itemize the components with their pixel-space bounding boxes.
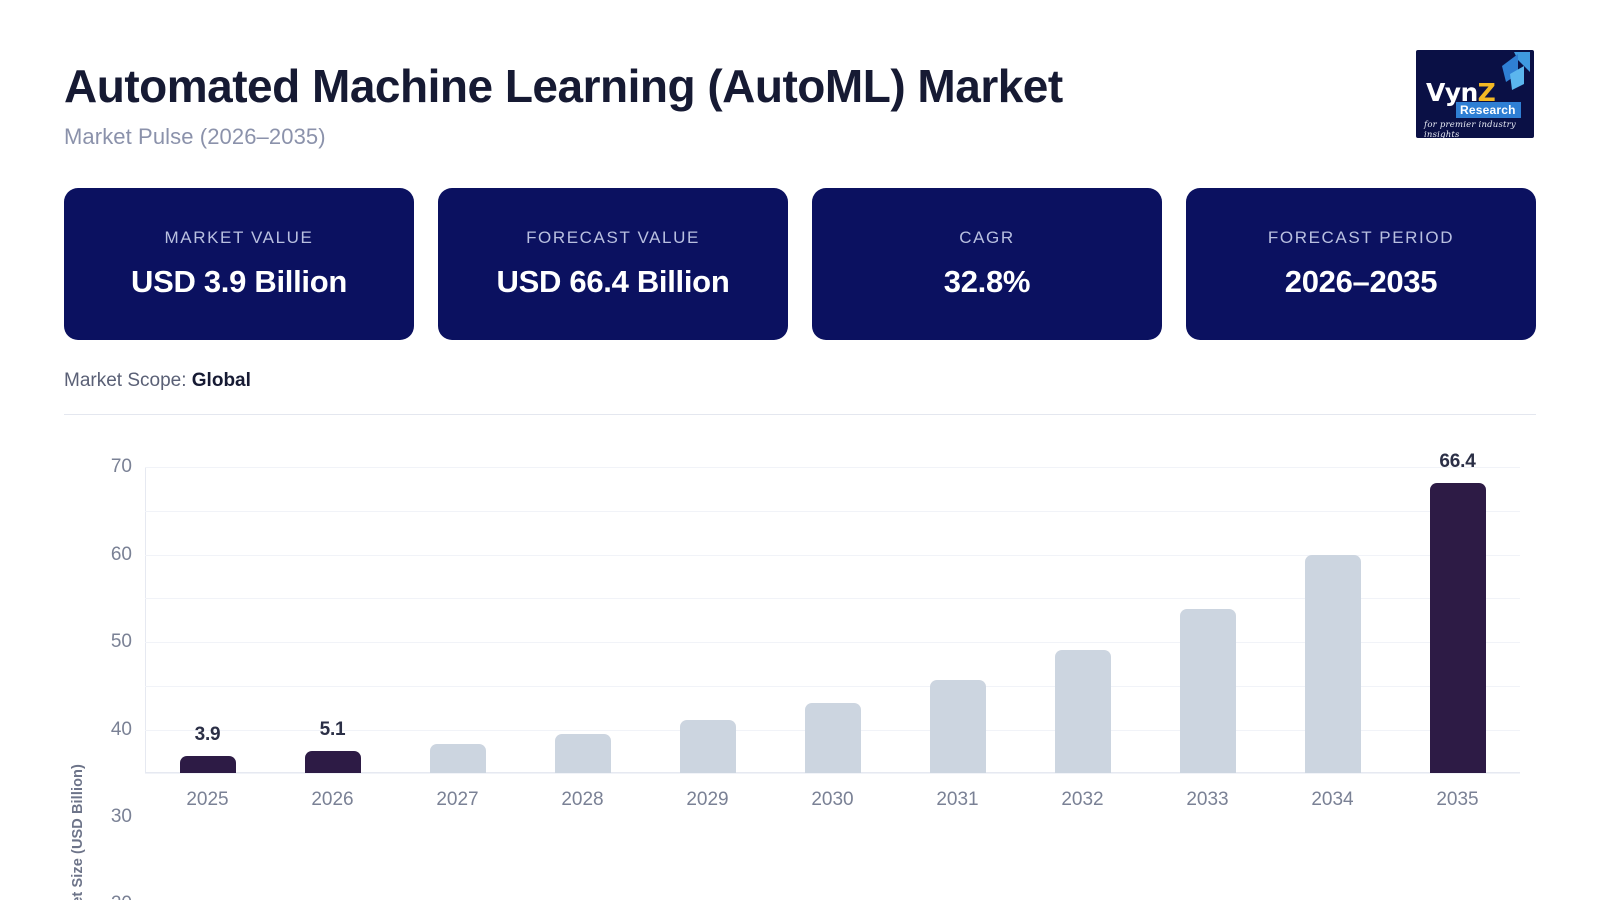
x-axis-labels: 2025 2026 2027 2028 2029 2030 2031 2032 2033 2034… bbox=[145, 789, 1520, 811]
stat-card-value: 2026–2035 bbox=[1284, 264, 1438, 300]
bar-slot-2025[interactable]: 3.9 bbox=[145, 467, 270, 774]
market-size-bar-chart: Market Size (USD Billion) 01020304050607… bbox=[0, 439, 1600, 900]
x-axis-tick-label: 2027 bbox=[436, 789, 479, 811]
section-divider bbox=[64, 414, 1536, 416]
logo-wordmark: VynZ bbox=[1426, 78, 1496, 107]
bar-slot-2028[interactable] bbox=[520, 467, 645, 774]
x-axis-tick-label: 2025 bbox=[186, 789, 229, 811]
x-axis-tick-label: 2030 bbox=[811, 789, 854, 811]
chart-plot-area: 010203040506070 3.95.166.4 bbox=[111, 451, 1520, 900]
page-header: Automated Machine Learning (AutoML) Mark… bbox=[0, 0, 1600, 150]
bar-value-label: 3.9 bbox=[194, 724, 221, 746]
bar-slot-2034[interactable] bbox=[1270, 467, 1395, 774]
stat-card-value: 32.8% bbox=[943, 264, 1031, 300]
y-axis-tick-label: 50 bbox=[110, 631, 132, 653]
x-axis-tick-label: 2033 bbox=[1186, 789, 1229, 811]
logo-tagline: for premier industry insights bbox=[1424, 120, 1516, 138]
gridline: 30 bbox=[111, 642, 1520, 827]
gridline: 20 bbox=[111, 685, 1520, 900]
stat-cards: MARKET VALUE USD 3.9 Billion FORECAST VA… bbox=[0, 188, 1600, 341]
x-axis-tick-label: 2029 bbox=[686, 789, 729, 811]
x-axis-tick-label: 2034 bbox=[1311, 789, 1354, 811]
vynz-research-logo[interactable]: VynZ Research for premier industry insig… bbox=[1416, 50, 1534, 138]
y-axis-tick-label: 40 bbox=[110, 718, 132, 740]
stat-card-label: FORECAST VALUE bbox=[526, 228, 700, 248]
page-subtitle: Market Pulse (2026–2035) bbox=[64, 124, 326, 150]
x-axis-tick-label: 2028 bbox=[561, 789, 604, 811]
bar-value-label: 66.4 bbox=[1439, 451, 1476, 473]
bar-value-label: 5.1 bbox=[319, 719, 346, 741]
market-scope-section: Market Scope: Global bbox=[0, 370, 1600, 416]
bar-slot-2027[interactable] bbox=[395, 467, 520, 774]
logo-word-accent: Z bbox=[1477, 78, 1496, 107]
page-title: Automated Machine Learning (AutoML) Mark… bbox=[64, 60, 1063, 112]
stat-card-label: FORECAST PERIOD bbox=[1267, 228, 1455, 248]
bar-slot-2033[interactable] bbox=[1145, 467, 1270, 774]
chart-bars: 3.9 5.1 66.4 bbox=[145, 451, 1520, 774]
stat-card-forecast-period[interactable]: FORECAST PERIOD 2026–2035 bbox=[1186, 188, 1536, 341]
stat-card-value: USD 3.9 Billion bbox=[131, 264, 347, 300]
bar-slot-2030[interactable] bbox=[770, 467, 895, 774]
stat-card-cagr[interactable]: CAGR 32.8% bbox=[812, 188, 1162, 341]
market-scope-value: Global bbox=[191, 370, 251, 392]
bar-2031[interactable] bbox=[929, 680, 986, 774]
x-axis-tick-label: 2031 bbox=[936, 789, 979, 811]
bar-slot-2032[interactable] bbox=[1020, 467, 1145, 774]
bar-2027[interactable] bbox=[429, 743, 486, 774]
gridline: 50 bbox=[111, 554, 1520, 652]
stat-card-label: CAGR bbox=[959, 228, 1015, 248]
bar-2025[interactable] bbox=[179, 756, 236, 774]
x-axis-tick-label: 2026 bbox=[311, 789, 354, 811]
bar-slot-2031[interactable] bbox=[895, 467, 1020, 774]
logo-badge: Research bbox=[1456, 102, 1521, 118]
gridline: 60 bbox=[111, 511, 1520, 565]
bar-2026[interactable] bbox=[304, 751, 361, 774]
gridline: 70 bbox=[111, 456, 1520, 477]
bar-slot-2029[interactable] bbox=[645, 467, 770, 774]
stat-card-market-value[interactable]: MARKET VALUE USD 3.9 Billion bbox=[64, 188, 414, 341]
stat-card-label: MARKET VALUE bbox=[164, 228, 314, 248]
bar-2028[interactable] bbox=[554, 733, 611, 774]
bar-2035[interactable] bbox=[1429, 483, 1486, 774]
x-axis-tick-label: 2032 bbox=[1061, 789, 1104, 811]
gridline: 40 bbox=[111, 598, 1520, 740]
bar-2032[interactable] bbox=[1054, 649, 1111, 774]
logo-swoosh-icon bbox=[1502, 52, 1530, 90]
gridline: 0 bbox=[145, 773, 1520, 775]
stat-card-value: USD 66.4 Billion bbox=[496, 264, 730, 300]
bar-slot-2035[interactable]: 66.4 bbox=[1395, 451, 1520, 774]
y-axis-title: Market Size (USD Billion) bbox=[70, 764, 86, 900]
y-axis-tick-label: 60 bbox=[110, 543, 132, 565]
market-scope-label: Market Scope: bbox=[64, 370, 187, 392]
bar-2034[interactable] bbox=[1304, 555, 1361, 774]
y-axis-tick-label: 70 bbox=[110, 456, 132, 478]
bar-2029[interactable] bbox=[679, 720, 736, 774]
y-axis-tick-label: 20 bbox=[111, 893, 132, 900]
market-scope: Market Scope: Global bbox=[64, 370, 1536, 414]
bar-2033[interactable] bbox=[1179, 608, 1236, 774]
bar-slot-2026[interactable]: 5.1 bbox=[270, 467, 395, 774]
y-axis-tick-label: 30 bbox=[110, 805, 132, 827]
stat-card-forecast-value[interactable]: FORECAST VALUE USD 66.4 Billion bbox=[438, 188, 788, 341]
x-axis-tick-label: 2035 bbox=[1436, 789, 1479, 811]
bar-2030[interactable] bbox=[804, 703, 861, 774]
y-axis-line bbox=[145, 467, 146, 774]
